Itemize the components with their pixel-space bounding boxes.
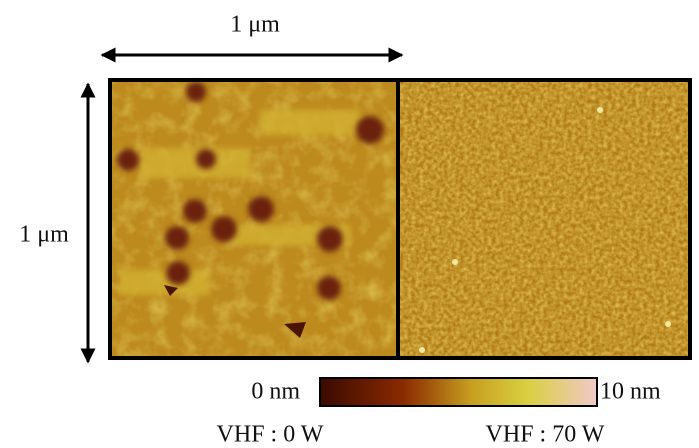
colorbar xyxy=(319,377,598,407)
panel-label: VHF : 0 W xyxy=(217,422,324,448)
afm-image-right xyxy=(398,80,690,358)
scale-label-x: 1 μm xyxy=(230,12,280,38)
scale-label-y: 1 μm xyxy=(19,222,69,248)
afm-image-left xyxy=(110,80,398,358)
colorbar-max-label: 10 nm xyxy=(600,379,661,405)
panel-label: VHF : 70 W xyxy=(486,422,605,448)
colorbar-min-label: 0 nm xyxy=(251,379,300,405)
